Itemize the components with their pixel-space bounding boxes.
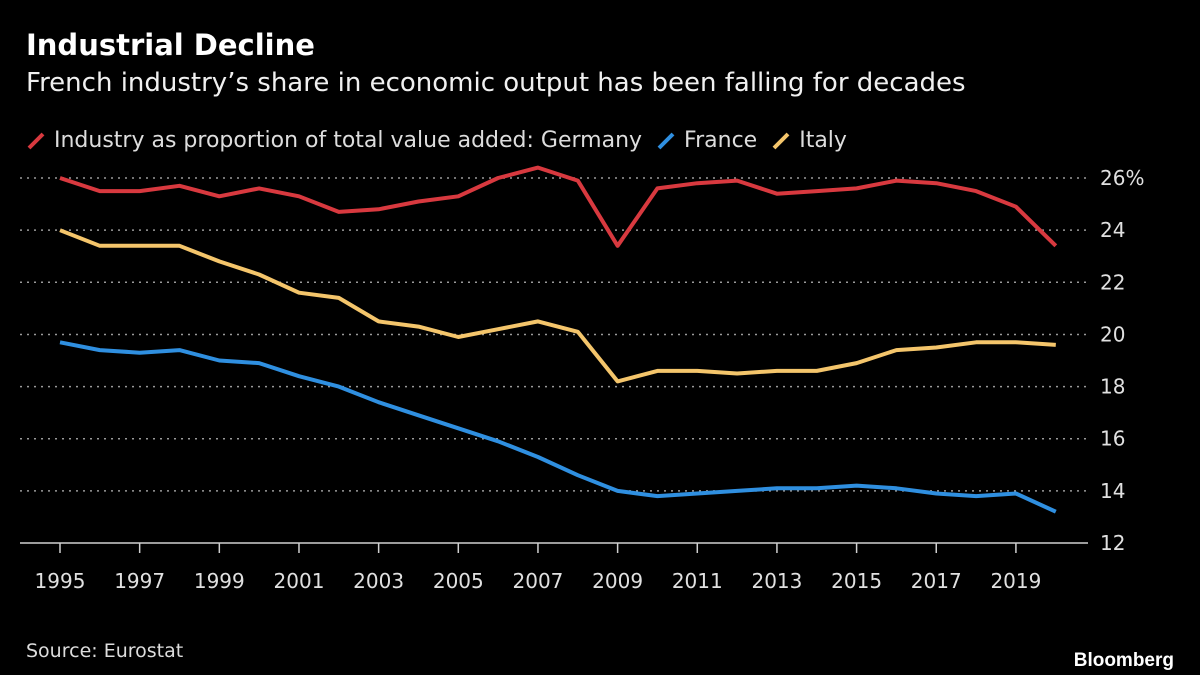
x-tick-label: 1999 [194,569,245,593]
legend: Industry as proportion of total value ad… [26,128,861,153]
y-tick-label: 22 [1100,270,1125,294]
legend-swatch-germany [27,132,45,149]
series-line-france [59,340,1057,514]
legend-item-germany: Industry as proportion of total value ad… [26,128,642,153]
series-line-germany [59,165,1058,248]
y-tick-label: 18 [1100,375,1125,399]
y-tick-label: 20 [1100,322,1125,346]
legend-prefix: Industry as proportion of total value ad… [54,128,534,153]
x-tick-label: 2019 [990,569,1041,593]
legend-label-france: France [684,128,758,153]
x-tick-label: 2005 [433,569,484,593]
x-tick-label: 2015 [831,569,882,593]
x-tick-label: 1997 [114,569,165,593]
x-tick-label: 2011 [672,569,723,593]
x-tick-label: 2007 [513,569,564,593]
chart-subtitle: French industry’s share in economic outp… [26,68,966,98]
legend-item-italy: Italy [771,128,847,153]
y-tick-label: 14 [1100,479,1125,503]
legend-swatch-france [657,132,675,149]
x-tick-label: 1995 [35,569,86,593]
y-tick-label: 26% [1100,166,1144,190]
x-tick-label: 2009 [592,569,643,593]
legend-swatch-italy [772,132,790,149]
x-tick-label: 2001 [274,569,325,593]
y-tick-label: 24 [1100,218,1125,242]
y-tick-label: 12 [1100,531,1125,555]
x-tick-label: 2013 [751,569,802,593]
legend-label-germany: Germany [540,128,643,153]
source-note: Source: Eurostat [26,640,184,662]
series-line-italy [59,228,1056,384]
y-tick-label: 16 [1100,427,1125,451]
chart-title: Industrial Decline [26,28,315,62]
x-tick-label: 2017 [911,569,962,593]
x-tick-label: 2003 [353,569,404,593]
bloomberg-logo: Bloomberg [1073,650,1174,671]
legend-label-italy: Italy [799,128,847,153]
legend-item-france: France [656,128,757,153]
